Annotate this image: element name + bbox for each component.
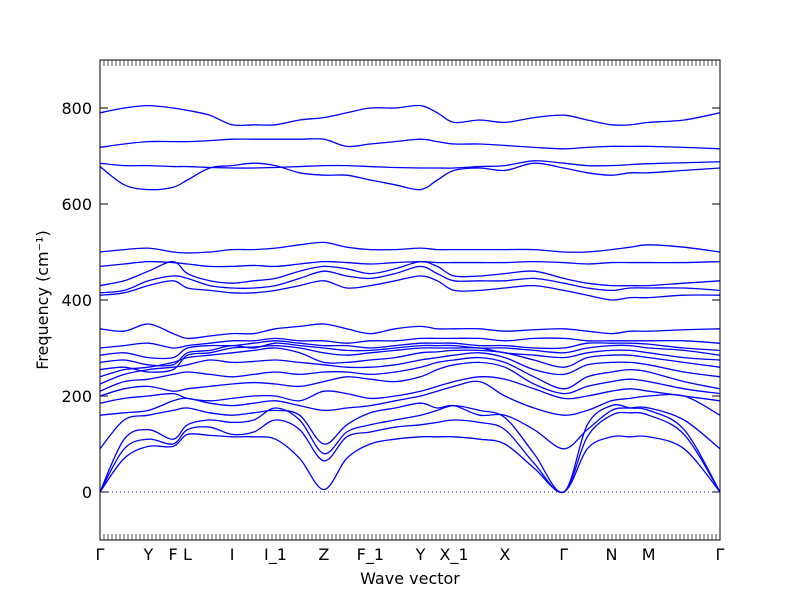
x-tick-label: X <box>499 545 510 564</box>
y-tick-labels: 0 200 400 600 800 <box>61 99 92 502</box>
x-tick-label: X_1 <box>439 545 468 565</box>
dispersion-branch-7 <box>99 361 721 397</box>
dispersion-branch-8 <box>99 356 721 392</box>
dispersion-branch-19 <box>99 260 721 268</box>
y-tick-label: 200 <box>61 387 92 406</box>
dispersion-branch-3 <box>99 404 721 493</box>
dispersion-branch-22 <box>99 160 721 169</box>
x-tick-label: Γ <box>716 545 725 564</box>
y-tick-label: 800 <box>61 99 92 118</box>
x-axis-label: Wave vector <box>360 569 460 588</box>
y-tick-label: 600 <box>61 195 92 214</box>
dispersion-branch-18 <box>99 260 721 287</box>
x-tick-label: M <box>642 545 656 564</box>
dispersion-branch-13 <box>99 340 721 360</box>
dispersion-branch-2 <box>99 411 721 494</box>
dispersion-branch-15 <box>99 323 721 340</box>
dispersion-branch-11 <box>99 344 721 373</box>
dispersion-branch-10 <box>99 347 721 378</box>
dispersion-branch-16 <box>99 275 721 301</box>
dispersion-branch-12 <box>99 342 721 367</box>
y-tick-label: 400 <box>61 291 92 310</box>
x-tick-label: Γ <box>559 545 568 564</box>
x-tick-labels: Γ Y F L I I_1 Z F_1 Y X_1 X Γ N M Γ <box>96 545 725 565</box>
plot-frame <box>99 59 721 541</box>
x-tick-label: Γ <box>96 545 105 564</box>
x-tick-label: F <box>169 545 178 564</box>
y-tick-label: 0 <box>82 483 92 502</box>
x-tick-label: I <box>230 545 235 564</box>
x-tick-label: N <box>606 545 618 564</box>
dispersion-branch-1 <box>99 433 721 493</box>
dispersion-branch-23 <box>99 138 721 150</box>
x-tick-label: L <box>183 545 192 564</box>
dispersion-branch-5 <box>99 380 721 416</box>
tick-marks <box>99 60 721 540</box>
dispersion-branch-6 <box>99 376 721 404</box>
x-tick-label: Y <box>415 545 426 564</box>
dispersion-branch-17 <box>99 265 721 294</box>
x-tick-label: Z <box>318 545 329 564</box>
y-axis-label: Frequency (cm⁻¹) <box>33 230 52 369</box>
dispersion-branch-21 <box>99 162 721 191</box>
x-tick-label: I_1 <box>264 545 287 565</box>
dispersion-lines <box>99 104 721 494</box>
dispersion-branch-14 <box>99 337 721 349</box>
dispersion-branch-20 <box>99 241 721 254</box>
dispersion-branch-9 <box>99 352 721 385</box>
dispersion-branch-4 <box>99 402 721 450</box>
x-tick-label: F_1 <box>357 545 384 565</box>
x-tick-label: Y <box>142 545 153 564</box>
dispersion-branch-24 <box>99 104 721 127</box>
